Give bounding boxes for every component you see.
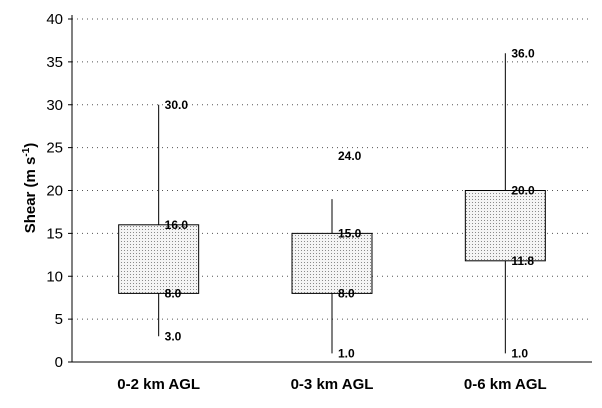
box-3: 36.0 20.0 11.8 1.0 xyxy=(464,46,546,360)
y-tick-label-20: 20 xyxy=(46,183,63,200)
y-tick-labels: 0 5 10 15 20 25 30 35 40 xyxy=(46,11,63,371)
data-label-q1-2: 8.0 xyxy=(338,286,355,300)
data-label-max-3: 36.0 xyxy=(511,46,535,60)
box-2: 24.0 15.0 8.0 1.0 xyxy=(291,149,373,360)
y-axis-label: Shear (m s-1) xyxy=(21,143,39,234)
y-tick-label-5: 5 xyxy=(55,311,63,328)
box-rect-3 xyxy=(464,190,546,262)
y-tick-label-25: 25 xyxy=(46,140,63,157)
boxes: 30.0 16.0 8.0 3.0 24.0 15.0 8.0 1.0 36.0 20.0 11.8… xyxy=(118,46,546,360)
box-1: 30.0 16.0 8.0 3.0 xyxy=(118,98,200,343)
data-label-q1-1: 8.0 xyxy=(165,286,182,300)
data-label-q3-1: 16.0 xyxy=(165,218,189,232)
data-label-q3-3: 20.0 xyxy=(511,184,535,198)
y-tick-label-35: 35 xyxy=(46,54,63,71)
category-label-3: 0-6 km AGL xyxy=(464,376,547,393)
data-label-min-3: 1.0 xyxy=(511,346,528,360)
category-labels: 0-2 km AGL 0-3 km AGL 0-6 km AGL xyxy=(117,376,546,393)
data-label-max-1: 30.0 xyxy=(165,98,189,112)
category-label-1: 0-2 km AGL xyxy=(117,376,200,393)
y-tick-label-30: 30 xyxy=(46,97,63,114)
data-label-q1-3: 11.8 xyxy=(511,254,534,268)
data-label-min-2: 1.0 xyxy=(338,346,355,360)
axes xyxy=(68,15,592,363)
y-axis-label-main: Shear (m s xyxy=(22,157,39,234)
category-label-2: 0-3 km AGL xyxy=(291,376,374,393)
y-tick-label-15: 15 xyxy=(46,225,63,242)
box-rect-2 xyxy=(291,232,373,294)
y-axis-label-sup: -1 xyxy=(21,147,32,156)
data-label-q3-2: 15.0 xyxy=(338,226,362,240)
y-tick-label-0: 0 xyxy=(55,354,63,371)
y-tick-label-10: 10 xyxy=(46,268,63,285)
y-tick-label-40: 40 xyxy=(46,11,63,28)
data-label-min-1: 3.0 xyxy=(165,329,182,343)
data-label-max-2: 24.0 xyxy=(338,149,362,163)
y-axis-label-close: ) xyxy=(22,143,39,148)
box-rect-1 xyxy=(118,224,200,294)
